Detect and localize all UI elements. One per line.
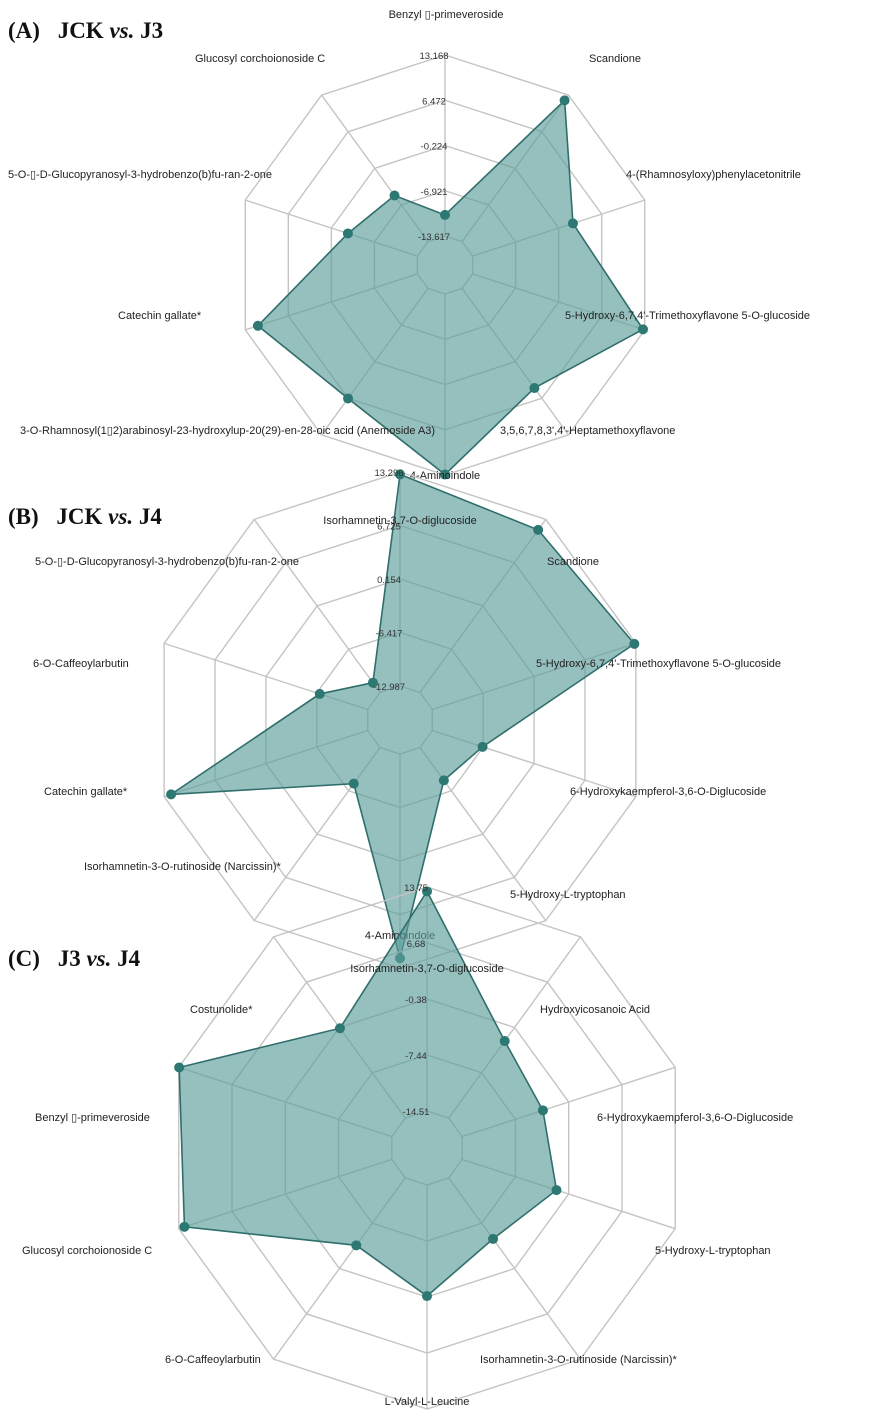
axis-label: Isorhamnetin-3,7-O-diglucoside bbox=[323, 515, 476, 527]
panel-c-label: (C) bbox=[8, 946, 40, 971]
axis-tick-label: -0.38 bbox=[405, 995, 427, 1006]
axis-label: 5-O-▯-D-Glucopyranosyl-3-hydrobenzo(b)fu… bbox=[8, 169, 272, 181]
axis-label: Isorhamnetin-3-O-rutinoside (Narcissin)* bbox=[480, 1354, 678, 1366]
panel-a-group-b: J3 bbox=[140, 18, 164, 43]
axis-tick-label: -6.417 bbox=[376, 629, 403, 640]
data-area bbox=[168, 473, 636, 959]
axis-label: 4-(Rhamnosyloxy)phenylacetonitrile bbox=[626, 169, 801, 181]
axis-label: Hydroxyicosanoic Acid bbox=[540, 1004, 650, 1016]
axis-label: 5-Hydroxy-L-tryptophan bbox=[510, 889, 626, 901]
axis-label: 3-O-Rhamnosyl(1▯2)arabinosyl-23-hydroxyl… bbox=[20, 425, 435, 437]
data-point bbox=[559, 95, 570, 106]
data-area bbox=[256, 98, 645, 476]
data-point bbox=[537, 1105, 548, 1116]
data-point bbox=[179, 1221, 190, 1232]
axis-tick-label: 6.725 bbox=[377, 522, 401, 533]
axis-tick-label: -13.617 bbox=[418, 232, 450, 243]
axis-label: 5-Hydroxy-6,7,4'-Trimethoxyflavone 5-O-g… bbox=[565, 310, 810, 322]
axis-tick-label: 6.472 bbox=[422, 96, 446, 107]
axis-label: Glucosyl corchoionoside C bbox=[22, 1245, 152, 1257]
panel-c-group-b: J4 bbox=[117, 946, 141, 971]
data-point bbox=[637, 324, 648, 335]
data-point bbox=[314, 688, 325, 699]
axis-label: 3,5,6,7,8,3',4'-Heptamethoxyflavone bbox=[500, 425, 675, 437]
data-point bbox=[422, 1291, 432, 1302]
panel-c-heading: (C) J3 vs. J4 bbox=[8, 946, 140, 972]
axis-label: 5-O-▯-D-Glucopyranosyl-3-hydrobenzo(b)fu… bbox=[35, 556, 299, 568]
data-point bbox=[629, 638, 640, 649]
data-point bbox=[348, 778, 359, 789]
data-point bbox=[343, 393, 354, 404]
panel-c-vs: vs. bbox=[86, 946, 112, 971]
data-point bbox=[488, 1233, 499, 1244]
axis-label: Glucosyl corchoionoside C bbox=[195, 53, 325, 65]
panel-b-group-b: J4 bbox=[138, 504, 162, 529]
data-point bbox=[422, 886, 432, 897]
axis-tick-label: 13.75 bbox=[404, 883, 428, 894]
axis-label: Benzyl ▯-primeveroside bbox=[35, 1112, 150, 1124]
axis-tick-label: -7.44 bbox=[405, 1051, 427, 1062]
axis-tick-label: -14.51 bbox=[403, 1107, 430, 1118]
panel-b-label: (B) bbox=[8, 504, 39, 529]
panel-b-vs: vs. bbox=[108, 504, 134, 529]
axis-label: 6-O-Caffeoylarbutin bbox=[165, 1354, 261, 1366]
data-point bbox=[351, 1240, 362, 1251]
axis-label: Isorhamnetin-3-O-rutinoside (Narcissin)* bbox=[84, 861, 282, 873]
panel-b-heading: (B) JCK vs. J4 bbox=[8, 504, 162, 530]
data-point bbox=[367, 677, 378, 688]
axis-tick-label: -6.921 bbox=[421, 187, 448, 198]
data-area bbox=[178, 889, 558, 1298]
panel-a-label: (A) bbox=[8, 18, 40, 43]
data-point bbox=[166, 789, 177, 800]
data-point bbox=[533, 524, 544, 535]
axis-tick-label: -12.987 bbox=[373, 682, 405, 693]
data-point bbox=[395, 469, 405, 480]
axis-label: Catechin gallate* bbox=[44, 786, 128, 798]
radar-panel-a: 13.168 6.472 -0.224 -6.921 -13.617 Benzyl ▯-p… bbox=[8, 9, 810, 482]
data-point bbox=[440, 209, 450, 220]
radar-panel-b: 13.296 6.725 0.154 -6.417 -12.987 Isorhamneti… bbox=[33, 468, 781, 969]
data-point bbox=[389, 190, 400, 201]
panel-a-heading: (A) JCK vs. J3 bbox=[8, 18, 163, 44]
data-point bbox=[440, 469, 450, 480]
axis-label: Scandione bbox=[547, 556, 599, 568]
data-point bbox=[252, 320, 263, 331]
data-point bbox=[477, 741, 488, 752]
axis-tick-label: 6.68 bbox=[407, 939, 426, 950]
axis-label: 4-Aminoindole bbox=[410, 470, 480, 482]
axis-tick-label: 0.154 bbox=[377, 575, 401, 586]
axis-label: 6-Hydroxykaempferol-3,6-O-Diglucoside bbox=[570, 786, 766, 798]
data-point bbox=[334, 1023, 345, 1034]
axis-label: Catechin gallate* bbox=[118, 310, 202, 322]
panel-b-group-a: JCK bbox=[56, 504, 103, 529]
axis-tick-label: -0.224 bbox=[421, 142, 448, 153]
data-point bbox=[551, 1185, 562, 1196]
axis-label: Benzyl ▯-primeveroside bbox=[389, 9, 504, 21]
axis-label: 6-O-Caffeoylarbutin bbox=[33, 658, 129, 670]
axis-label: 5-Hydroxy-L-tryptophan bbox=[655, 1245, 771, 1257]
axis-label: 6-Hydroxykaempferol-3,6-O-Diglucoside bbox=[597, 1112, 793, 1124]
axis-label: Scandione bbox=[589, 53, 641, 65]
panel-a-vs: vs. bbox=[109, 18, 135, 43]
data-point bbox=[342, 228, 353, 239]
radar-panel-c: 13.75 6.68 -0.38 -7.44 -14.51 Isorhamnetin-3,… bbox=[22, 883, 793, 1410]
axis-tick-label: 13.296 bbox=[374, 468, 403, 479]
data-point bbox=[529, 383, 540, 394]
axis-label: 5-Hydroxy-6,7,4'-Trimethoxyflavone 5-O-g… bbox=[536, 658, 781, 670]
panel-a-group-a: JCK bbox=[57, 18, 104, 43]
data-point bbox=[499, 1036, 510, 1047]
data-point bbox=[438, 775, 449, 786]
panel-c-group-a: J3 bbox=[57, 946, 81, 971]
axis-label: L-Valyl-L-Leucine bbox=[385, 1396, 470, 1408]
axis-tick-label: 13.168 bbox=[419, 51, 448, 62]
grid-spoke bbox=[253, 518, 381, 693]
data-point bbox=[567, 218, 578, 229]
axis-label: Costunolide* bbox=[190, 1004, 253, 1016]
data-point bbox=[174, 1062, 185, 1073]
axis-label: Isorhamnetin-3,7-O-diglucoside bbox=[350, 963, 503, 975]
